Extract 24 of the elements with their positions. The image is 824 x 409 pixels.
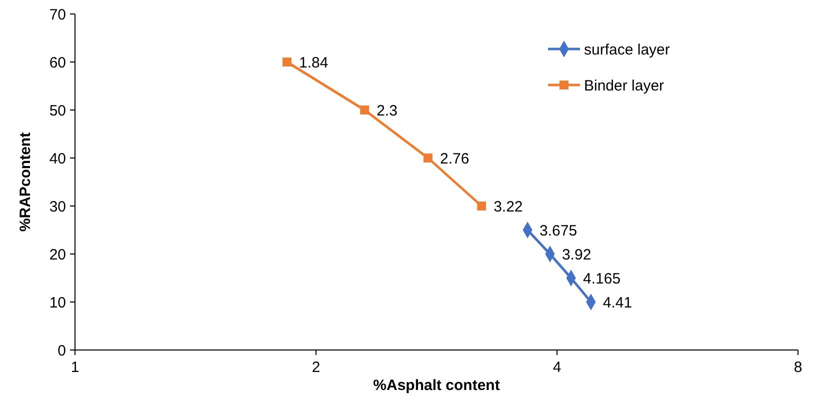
annotation: 3.92 [562, 246, 592, 264]
y-tick-label: 30 [49, 198, 66, 216]
y-tick-label: 20 [49, 246, 66, 264]
y-tick-label: 70 [49, 6, 66, 24]
legend-label: surface layer [584, 41, 670, 58]
annotation: 1.84 [299, 54, 328, 72]
y-tick-label: 50 [49, 102, 66, 120]
x-tick-label: 1 [70, 359, 80, 376]
annotation: 2.3 [376, 102, 398, 120]
x-axis-title: %Asphalt content [373, 377, 500, 394]
x-tick-label: 2 [312, 359, 320, 376]
annotation: 4.165 [583, 270, 621, 288]
y-tick-label: 0 [58, 342, 66, 360]
legend-label: Binder layer [584, 77, 664, 94]
annotation: 3.22 [494, 198, 523, 216]
y-tick-label: 60 [49, 54, 66, 72]
annotation: 4.41 [602, 294, 632, 312]
y-axis-title: %RAPcontent [17, 132, 34, 232]
x-tick-label: 4 [552, 359, 562, 376]
annotation: 3.675 [540, 222, 578, 240]
annotation: 2.76 [440, 150, 470, 168]
x-tick-label: 8 [794, 359, 802, 376]
y-tick-label: 10 [49, 294, 66, 312]
y-tick-label: 40 [49, 150, 66, 168]
